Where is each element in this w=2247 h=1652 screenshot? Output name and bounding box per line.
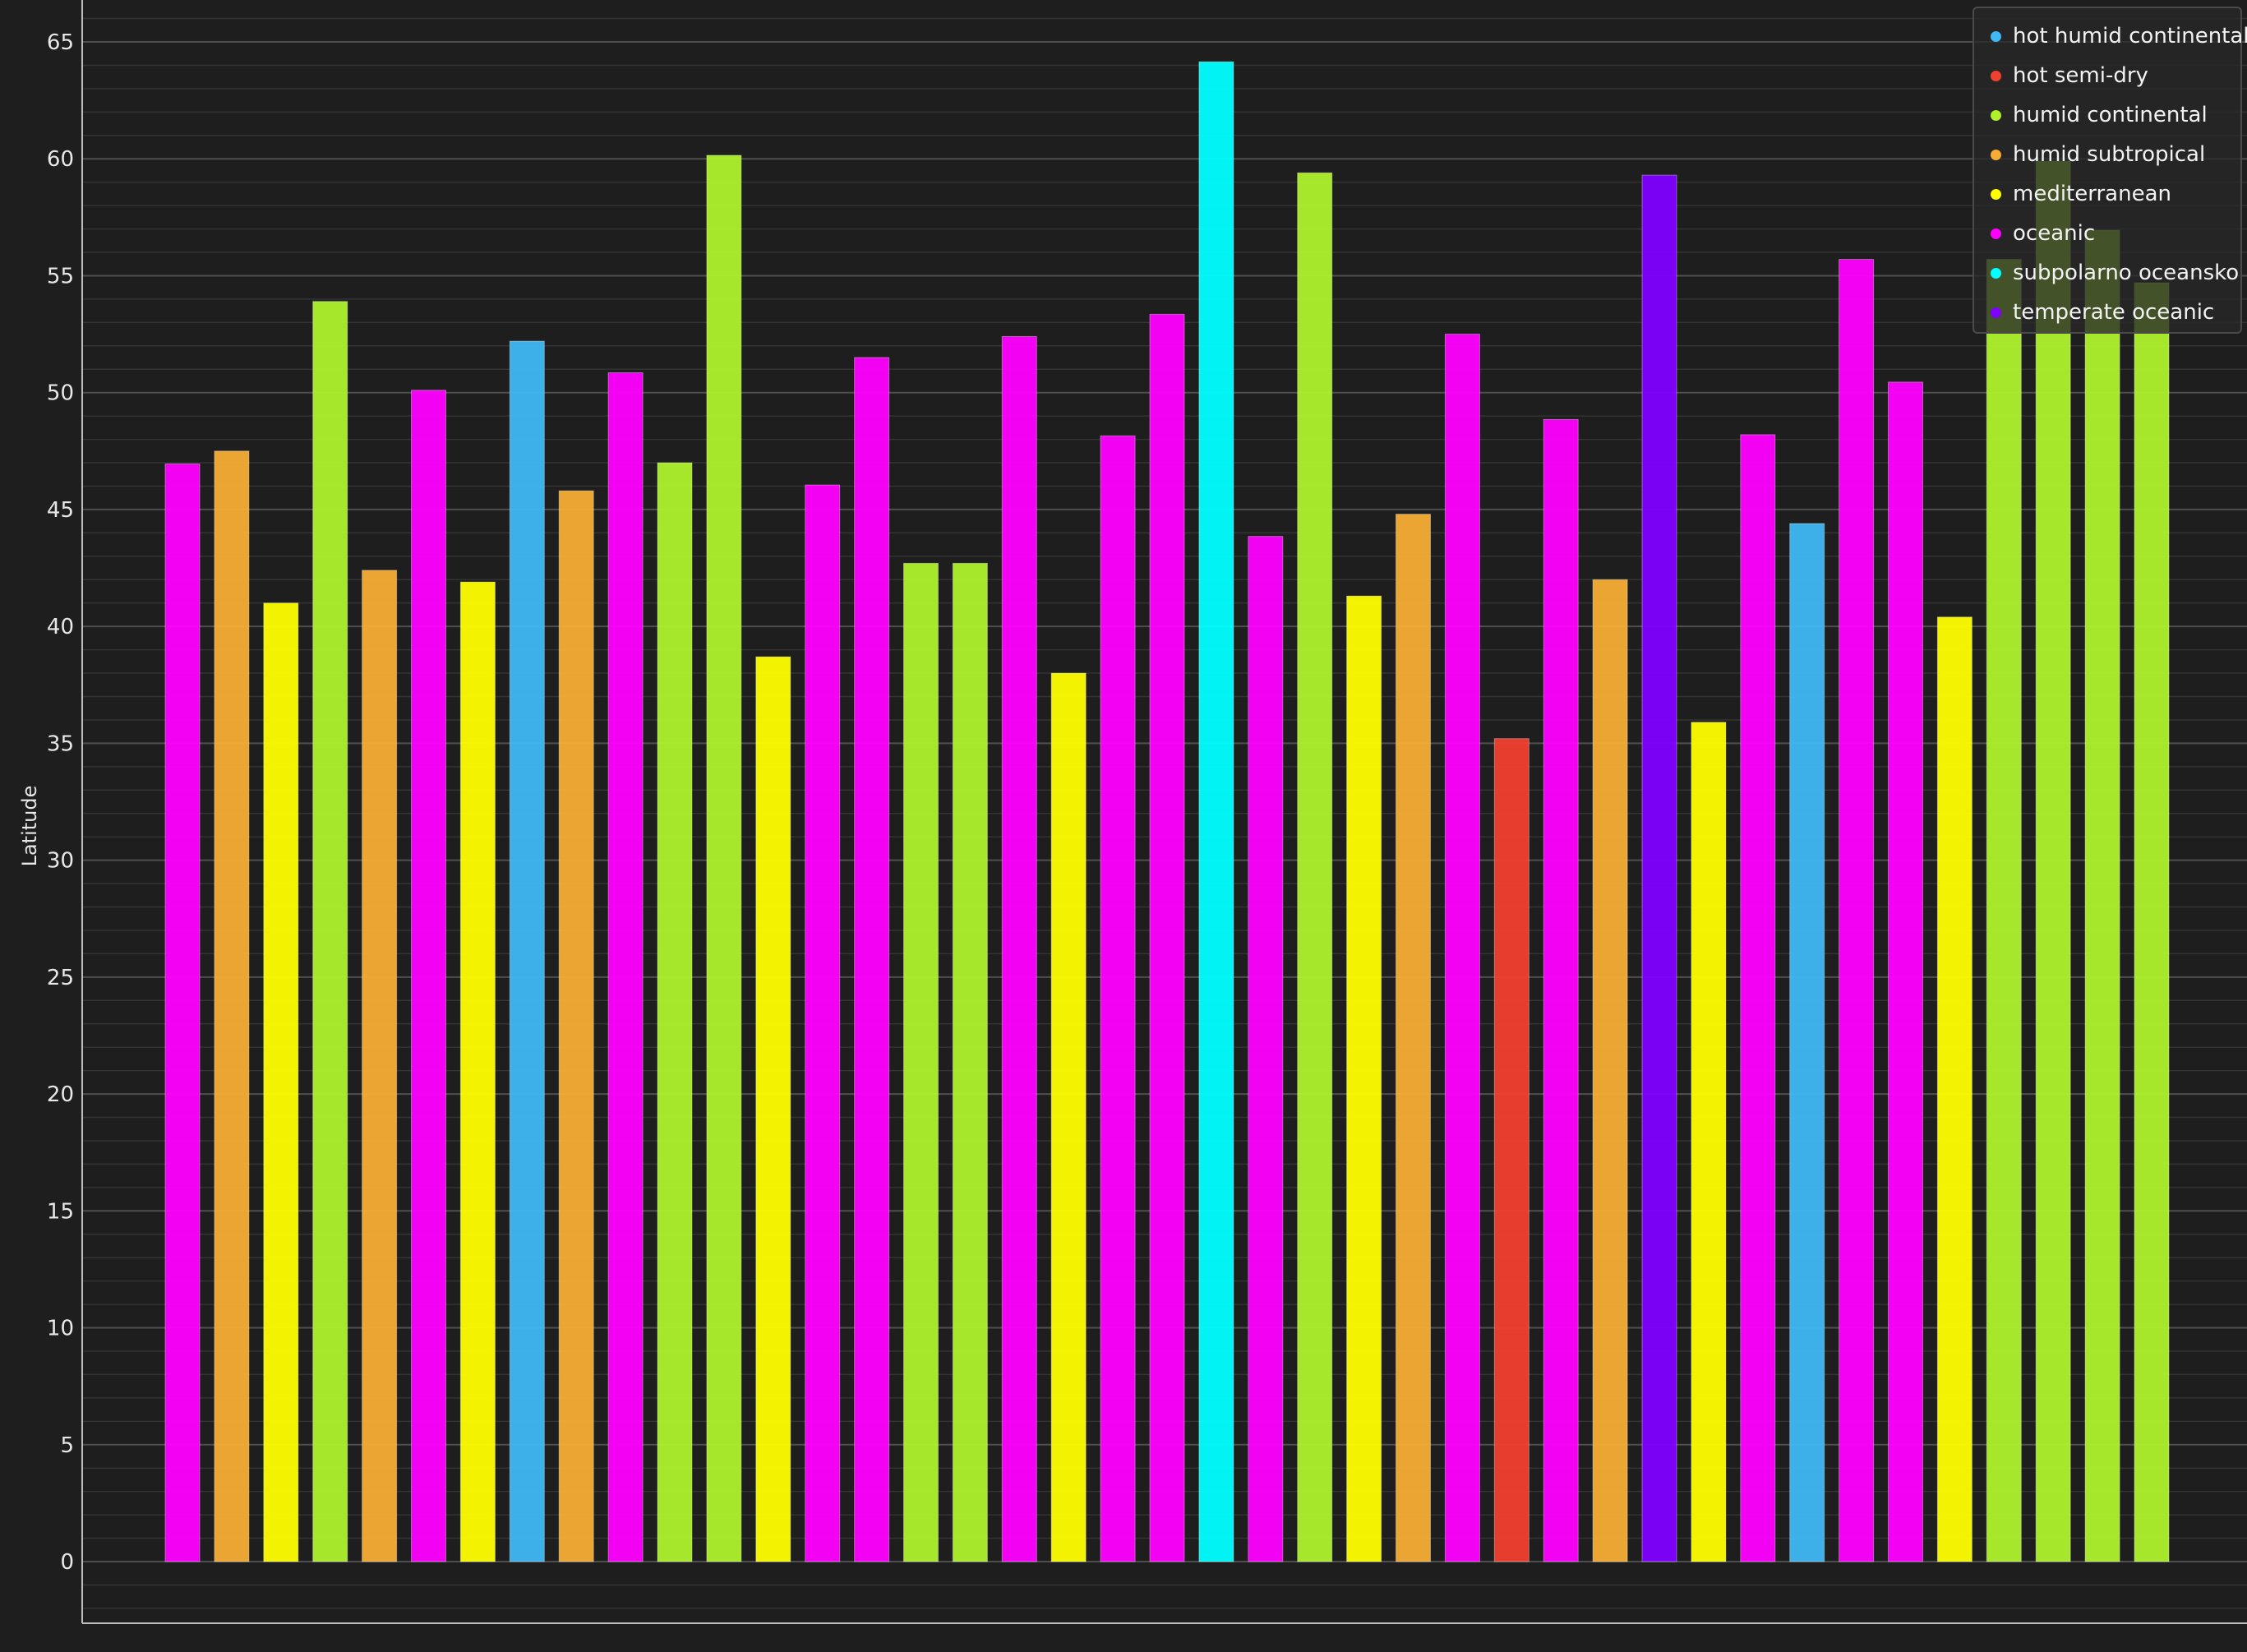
bar <box>1396 514 1431 1562</box>
bar <box>805 484 841 1562</box>
bar <box>2035 160 2071 1562</box>
bar <box>1149 313 1185 1562</box>
y-tick-label: 0 <box>60 1550 74 1575</box>
legend-label: mediterranean <box>2013 182 2171 206</box>
bar <box>1248 536 1284 1562</box>
bar <box>854 357 890 1562</box>
legend-dot-icon <box>1991 307 2001 318</box>
legend-item: humid continental <box>1974 95 2208 135</box>
bar <box>459 581 496 1562</box>
y-tick-label: 15 <box>47 1199 74 1224</box>
bar <box>755 656 791 1562</box>
bar <box>1444 334 1480 1562</box>
bar <box>2084 229 2120 1562</box>
bar <box>411 390 446 1562</box>
legend-label: oceanic <box>2013 221 2096 246</box>
legend-item: oceanic <box>1974 214 2095 253</box>
y-tick-label: 25 <box>47 966 74 990</box>
bar <box>1198 61 1234 1562</box>
y-tick-label: 10 <box>47 1317 74 1341</box>
legend-item: humid subtropical <box>1974 135 2205 174</box>
bar <box>1592 579 1628 1562</box>
bar <box>1001 335 1037 1562</box>
legend-label: hot semi-dry <box>2013 63 2148 88</box>
bar <box>1740 434 1776 1562</box>
bar <box>2134 282 2170 1562</box>
legend-label: temperate oceanic <box>2013 300 2215 325</box>
y-axis-label: Latitude <box>18 785 41 867</box>
legend-item: temperate oceanic <box>1974 293 2214 332</box>
y-tick-label: 30 <box>47 849 74 874</box>
y-tick-label: 35 <box>47 731 74 756</box>
legend-item: hot semi-dry <box>1974 56 2148 95</box>
legend-label: humid subtropical <box>2013 142 2206 167</box>
bar <box>1641 174 1677 1562</box>
legend-item: hot humid continental <box>1974 16 2247 56</box>
legend-item: subpolarno oceansko <box>1974 253 2239 293</box>
legend: hot humid continental hot semi-dry humid c… <box>1972 7 2247 334</box>
bar <box>706 155 742 1562</box>
bar <box>1691 722 1727 1562</box>
y-tick-label: 65 <box>47 30 74 55</box>
legend-dot-icon <box>1991 30 2001 42</box>
legend-dot-icon <box>1991 70 2001 81</box>
legend-dot-icon <box>1991 109 2001 121</box>
bar <box>558 490 594 1562</box>
bar <box>509 340 545 1562</box>
legend-label: hot humid continental <box>2013 24 2247 48</box>
legend-dot-icon <box>1991 149 2001 160</box>
legend-dot-icon <box>1991 267 2001 279</box>
bar <box>1936 616 1972 1562</box>
bar <box>164 463 201 1562</box>
y-tick-label: 5 <box>60 1433 74 1458</box>
bar <box>1493 738 1530 1562</box>
bar <box>1888 381 1923 1562</box>
bar <box>312 301 348 1562</box>
y-tick-label: 50 <box>47 381 74 406</box>
bar <box>1789 523 1825 1562</box>
bar <box>1839 259 1875 1562</box>
bar <box>1543 418 1579 1562</box>
bar <box>952 562 988 1562</box>
legend-label: humid continental <box>2013 103 2208 127</box>
bar <box>263 602 299 1562</box>
bar <box>657 462 693 1562</box>
bar <box>1050 672 1087 1562</box>
bar <box>1346 595 1382 1562</box>
bar <box>1986 259 2022 1562</box>
bar <box>362 570 398 1562</box>
bar <box>214 450 250 1562</box>
legend-dot-icon <box>1991 188 2001 200</box>
y-tick-label: 60 <box>47 147 74 172</box>
y-tick-label: 45 <box>47 498 74 523</box>
legend-label: subpolarno oceansko <box>2013 261 2240 285</box>
y-tick-label: 55 <box>47 264 74 288</box>
y-tick-label: 20 <box>47 1082 74 1107</box>
bar <box>1297 172 1333 1562</box>
legend-dot-icon <box>1991 228 2001 239</box>
legend-item: mediterranean <box>1974 174 2171 214</box>
bar <box>903 562 939 1562</box>
y-tick-label: 40 <box>47 615 74 639</box>
bar <box>607 372 644 1562</box>
bar <box>1100 435 1136 1562</box>
